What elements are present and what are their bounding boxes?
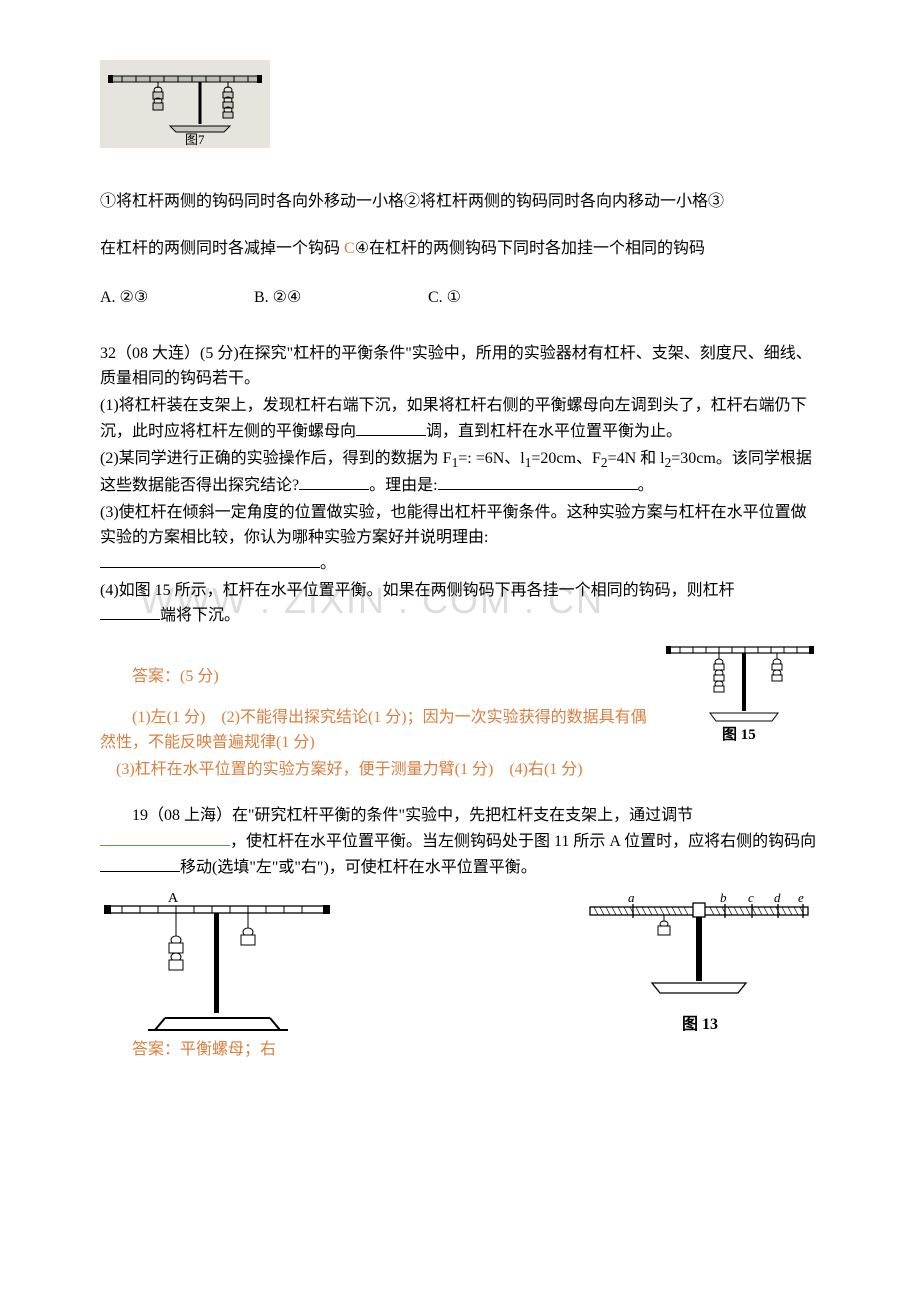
fig15-screw-left xyxy=(666,646,671,654)
fig13-a: a xyxy=(628,890,635,905)
q19-mid2: 移动(选填"左"或"右")，可使杠杆在水平位置平衡。 xyxy=(180,859,537,876)
figure-15: 图 15 xyxy=(660,635,820,745)
blank-6 xyxy=(100,829,230,846)
q32-m5: 。理由是: xyxy=(369,477,437,494)
q32-p3-text: (3)使杠杆在倾斜一定角度的位置做实验，也能得出杠杆平衡条件。这种实验方案与杠杆… xyxy=(100,504,807,546)
blank-7 xyxy=(100,855,180,872)
answer-32-line2: (3)杠杆在水平位置的实验方案好，便于测量力臂(1 分) (4)右(1 分) xyxy=(100,758,650,783)
q32-m1: =: =6N、l xyxy=(458,450,525,467)
answer-32-header: 答案：(5 分) xyxy=(100,665,650,690)
blank-2 xyxy=(299,473,369,490)
choice-line-2: 在杠杆的两侧同时各减掉一个钩码 C④在杠杆的两侧钩码下同时各加挂一个相同的钩码 xyxy=(100,235,820,264)
q32-p1-after: 调，直到杠杆在水平位置平衡为止。 xyxy=(426,423,682,440)
fig7-label: 图7 xyxy=(185,132,205,147)
blank-1 xyxy=(356,419,426,436)
fig15-screw-right xyxy=(809,646,814,654)
fig13-d: d xyxy=(774,890,781,905)
q32-p4-after: 端将下沉。 xyxy=(160,607,240,624)
q32-m3: =4N 和 l xyxy=(608,450,665,467)
q32-p2-before: (2)某同学进行正确的实验操作后，得到的数据为 F xyxy=(100,450,452,467)
options-row: A. ②③ B. ②④ C. ① xyxy=(100,284,820,313)
fig7-screw-left xyxy=(108,75,113,83)
choice-line2-before: 在杠杆的两侧同时各减掉一个钩码 xyxy=(100,240,344,257)
q32-m2: =20cm、F xyxy=(531,450,600,467)
fig11-base-r xyxy=(270,1018,280,1030)
fig11-weights-left xyxy=(169,913,183,970)
fig15-stand xyxy=(742,653,746,711)
figure-11: A xyxy=(100,888,340,1038)
choice-line2-after: ④在杠杆的两侧钩码下同时各加挂一个相同的钩码 xyxy=(355,240,705,257)
fig15-weights-right xyxy=(772,653,782,681)
q32-p2-end: 。 xyxy=(638,477,654,494)
fig15-label: 图 15 xyxy=(722,726,756,743)
fig13-label: 图 13 xyxy=(580,1013,820,1038)
fig13-e: e xyxy=(798,890,804,905)
q32-p3-end: 。 xyxy=(320,555,336,572)
fig13-c: c xyxy=(748,890,754,905)
fig13-weight xyxy=(658,915,670,935)
q32-p3: (3)使杠杆在倾斜一定角度的位置做实验，也能得出杠杆平衡条件。这种实验方案与杠杆… xyxy=(100,501,820,576)
figure-7: 图7 xyxy=(100,60,820,148)
answer-32-line1: (1)左(1 分) (2)不能得出探究结论(1 分)；因为一次实验获得的数据具有… xyxy=(100,706,650,756)
question-32: 32（08 大连）(5 分)在探究"杠杆的平衡条件"实验中，所用的实验器材有杠杆… xyxy=(100,342,820,784)
q32-p1: (1)将杠杆装在支架上，发现杠杆右端下沉，如果将杠杆右侧的平衡螺母向左调到头了，… xyxy=(100,394,820,445)
option-a: A. ②③ xyxy=(100,284,250,313)
choice-highlight-c: C xyxy=(344,240,355,257)
fig13-base xyxy=(652,983,746,993)
fig7-screw-right xyxy=(257,75,262,83)
q32-header: 32（08 大连）(5 分)在探究"杠杆的平衡条件"实验中，所用的实验器材有杠杆… xyxy=(100,342,820,392)
blank-5 xyxy=(100,603,160,620)
figure-13: a b c d e xyxy=(580,887,820,1038)
fig15-base xyxy=(710,713,778,721)
fig15-lever xyxy=(670,647,810,653)
question-19: 19（08 上海）在"研究杠杆平衡的条件"实验中，先把杠杆支在支架上，通过调节 … xyxy=(100,804,820,1062)
answer-19: 答案：平衡螺母；右 xyxy=(100,1038,820,1063)
fig13-b: b xyxy=(720,890,727,905)
choice-block: ①将杠杆两侧的钩码同时各向外移动一小格②将杠杆两侧的钩码同时各向内移动一小格③ … xyxy=(100,188,820,312)
blank-3 xyxy=(438,473,638,490)
blank-4 xyxy=(100,551,320,568)
fig13-stand xyxy=(696,917,702,981)
q19-before: 19（08 上海）在"研究杠杆平衡的条件"实验中，先把杠杆支在支架上，通过调节 xyxy=(132,807,693,824)
q32-p4-before: (4)如图 15 所示，杠杆在水平位置平衡。如果在两侧钩码下再各挂一个相同的钩码… xyxy=(100,582,735,599)
q32-p4: (4)如图 15 所示，杠杆在水平位置平衡。如果在两侧钩码下再各挂一个相同的钩码… xyxy=(100,579,820,630)
choice-line-1: ①将杠杆两侧的钩码同时各向外移动一小格②将杠杆两侧的钩码同时各向内移动一小格③ xyxy=(100,188,820,217)
fig11-base-l xyxy=(155,1018,165,1030)
fig11-a-label: A xyxy=(168,891,179,906)
fig13-pivot xyxy=(693,903,705,917)
q32-sub3: 2 xyxy=(601,455,608,470)
q19-mid1: ，使杠杆在水平位置平衡。当左侧钩码处于图 11 所示 A 位置时，应将右侧的钩码… xyxy=(230,833,816,850)
option-c: C. ① xyxy=(428,284,461,313)
fig11-screw-left xyxy=(104,905,111,914)
fig11-stand xyxy=(214,913,219,1013)
fig11-lever xyxy=(110,906,324,913)
fig15-weights-left xyxy=(714,653,724,692)
q19-text: 19（08 上海）在"研究杠杆平衡的条件"实验中，先把杠杆支在支架上，通过调节 … xyxy=(100,804,820,880)
fig11-weights-right xyxy=(241,913,255,945)
fig7-lever xyxy=(112,76,258,82)
q32-p2: (2)某同学进行正确的实验操作后，得到的数据为 F1=: =6N、l1=20cm… xyxy=(100,447,820,500)
option-b: B. ②④ xyxy=(254,284,424,313)
fig11-screw-right xyxy=(323,905,330,914)
